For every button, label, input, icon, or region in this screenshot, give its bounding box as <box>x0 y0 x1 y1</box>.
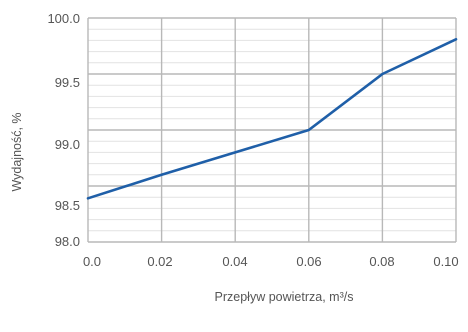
x-tick-label: 0.0 <box>83 254 101 269</box>
y-tick-label: 100.0 <box>47 11 80 26</box>
x-tick-label: 0.02 <box>147 254 172 269</box>
major-grid <box>87 17 457 243</box>
x-axis-label: Przepływ powietrza, m³/s <box>215 290 354 304</box>
series-layer <box>86 37 458 200</box>
x-tick-label: 0.10 <box>433 254 458 269</box>
x-tick-label: 0.04 <box>222 254 247 269</box>
y-axis-label: Wydajność, % <box>10 112 24 191</box>
x-tick-label: 0.08 <box>369 254 394 269</box>
y-tick-label: 98.0 <box>55 234 80 249</box>
series-line <box>86 37 458 200</box>
y-tick-label: 99.0 <box>55 137 80 152</box>
x-tick-label: 0.06 <box>296 254 321 269</box>
y-tick-label: 99.5 <box>55 75 80 90</box>
y-tick-label: 98.5 <box>55 198 80 213</box>
minor-grid <box>88 28 456 232</box>
